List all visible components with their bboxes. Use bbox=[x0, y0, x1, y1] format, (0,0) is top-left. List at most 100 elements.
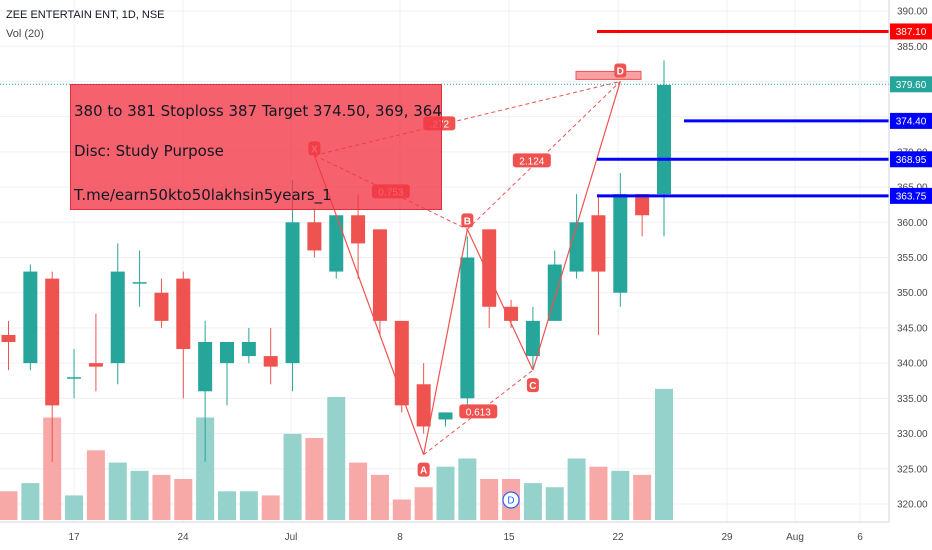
pattern-ratio-badge bbox=[512, 153, 551, 168]
symbol-title: ZEE ENTERTAIN ENT, 1D, NSE bbox=[6, 9, 165, 21]
d-zone-box bbox=[575, 70, 642, 80]
price-level-badge bbox=[890, 151, 932, 168]
candle-body bbox=[176, 278, 191, 350]
y-axis-tick-label: 320.00 bbox=[897, 499, 928, 510]
volume-bar bbox=[480, 479, 499, 520]
pattern-ratio-line-ac bbox=[423, 369, 534, 456]
candle-body bbox=[416, 384, 431, 427]
volume-bar bbox=[414, 487, 433, 520]
candle-body bbox=[394, 320, 409, 406]
candle-body bbox=[329, 215, 344, 272]
pattern-point-label: A bbox=[420, 466, 427, 477]
volume-bar bbox=[327, 397, 346, 520]
candle-body bbox=[351, 215, 366, 244]
pattern-ratio-label: 0.613 bbox=[466, 407, 491, 418]
volume-bar bbox=[21, 483, 40, 520]
y-axis-tick-label: 345.00 bbox=[897, 323, 928, 334]
event-marker-icon bbox=[502, 491, 520, 509]
candle-body bbox=[482, 229, 497, 307]
candle-body bbox=[67, 377, 82, 379]
volume-bar bbox=[261, 495, 280, 520]
event-marker-label: D bbox=[507, 496, 514, 507]
volume-bar bbox=[545, 487, 564, 520]
candle-body bbox=[154, 292, 169, 321]
candle-body bbox=[285, 222, 300, 364]
x-axis-tick-label: 29 bbox=[721, 532, 733, 543]
volume-bar bbox=[567, 458, 586, 520]
pattern-point-badge bbox=[526, 378, 539, 393]
volume-bar bbox=[655, 388, 673, 520]
pattern-point-badge bbox=[614, 63, 627, 78]
x-axis-tick-label: 15 bbox=[503, 532, 515, 543]
x-axis-tick-label: 17 bbox=[68, 532, 80, 543]
volume-bar bbox=[239, 491, 258, 520]
candle-body bbox=[372, 229, 387, 321]
y-axis-tick-label: 335.00 bbox=[897, 394, 928, 405]
y-axis-tick-label: 325.00 bbox=[897, 464, 928, 475]
y-axis-tick-label: 390.00 bbox=[897, 7, 928, 18]
price-level-label: 387.10 bbox=[896, 27, 927, 38]
pattern-leg-ab bbox=[423, 229, 468, 455]
pattern-point-badge bbox=[461, 213, 474, 228]
candle-body bbox=[88, 363, 103, 367]
last-price-label: 379.60 bbox=[896, 80, 927, 91]
candle-body bbox=[110, 271, 125, 364]
x-axis-tick-label: 24 bbox=[177, 532, 189, 543]
candle-body bbox=[591, 215, 606, 272]
candle-body bbox=[613, 194, 628, 293]
volume-bar bbox=[283, 433, 302, 520]
candle-body bbox=[220, 342, 234, 364]
y-axis-tick-label: 355.00 bbox=[897, 253, 928, 264]
volume-bar bbox=[611, 470, 630, 520]
volume-bar bbox=[152, 474, 171, 520]
pattern-ratio-label: 2.124 bbox=[519, 156, 544, 167]
x-axis-tick-label: 22 bbox=[612, 532, 624, 543]
volume-bar bbox=[392, 499, 411, 520]
volume-bar bbox=[130, 470, 149, 520]
candle-body bbox=[525, 320, 540, 357]
pattern-point-label: C bbox=[529, 381, 536, 392]
candle-body bbox=[438, 412, 453, 420]
volume-bar bbox=[633, 474, 652, 520]
x-axis-tick-label: 8 bbox=[397, 532, 403, 543]
candle-body bbox=[504, 306, 519, 321]
y-axis-tick-label: 330.00 bbox=[897, 429, 928, 440]
candle-body bbox=[198, 342, 213, 392]
trade-note-callout[interactable]: 380 to 381 Stoploss 387 Target 374.50, 3… bbox=[70, 84, 442, 210]
y-axis-tick-label: 350.00 bbox=[897, 288, 928, 299]
volume-bar bbox=[349, 462, 368, 520]
y-axis-tick-label: 360.00 bbox=[897, 218, 928, 229]
candle-body bbox=[1, 334, 16, 342]
volume-indicator-label: Vol (20) bbox=[6, 28, 44, 40]
volume-bar bbox=[458, 458, 477, 520]
trade-plan-text: 380 to 381 Stoploss 387 Target 374.50, 3… bbox=[74, 102, 442, 120]
price-level-label: 374.40 bbox=[896, 116, 927, 127]
candle-body bbox=[263, 356, 278, 367]
chart-header: ZEE ENTERTAIN ENT, 1D, NSE Vol (20) bbox=[6, 8, 165, 42]
x-axis-tick-label: Aug bbox=[786, 532, 804, 543]
volume-bar bbox=[218, 491, 236, 520]
candle-body bbox=[45, 278, 60, 406]
volume-bar bbox=[196, 417, 215, 520]
volume-bar bbox=[65, 495, 84, 520]
x-axis-tick-label: Jul bbox=[285, 532, 298, 543]
volume-bar bbox=[589, 466, 608, 520]
pattern-leg-bc bbox=[466, 229, 534, 371]
volume-bar bbox=[523, 483, 542, 520]
pattern-point-badge bbox=[417, 462, 430, 477]
y-axis-tick-label: 385.00 bbox=[897, 42, 928, 53]
volume-bar bbox=[86, 450, 105, 520]
candle-body bbox=[569, 222, 584, 272]
volume-bar bbox=[305, 438, 324, 520]
candle-body bbox=[132, 282, 147, 284]
volume-bar bbox=[43, 417, 62, 520]
x-axis-tick-label: 6 bbox=[857, 532, 863, 543]
candle-body bbox=[547, 264, 562, 321]
volume-bar bbox=[0, 491, 18, 520]
candle-body bbox=[307, 222, 322, 251]
volume-bar bbox=[174, 479, 193, 520]
candle-body bbox=[460, 257, 475, 399]
last-price-badge bbox=[890, 76, 932, 93]
